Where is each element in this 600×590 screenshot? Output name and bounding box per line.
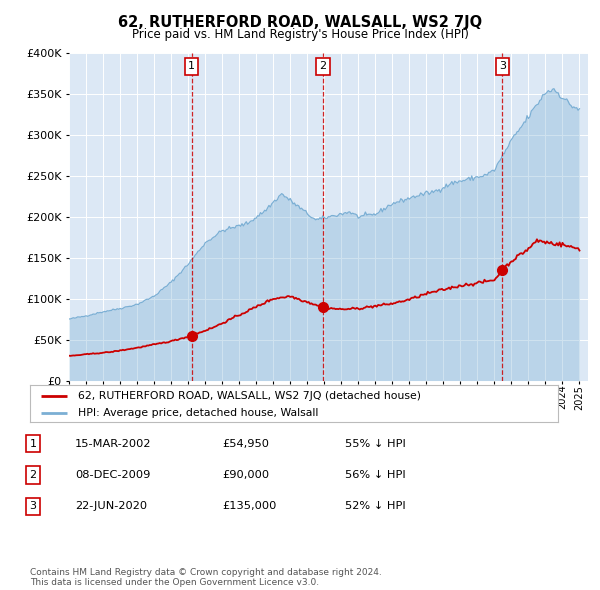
Text: 2: 2 [319,61,326,71]
Text: 2: 2 [29,470,37,480]
Text: 08-DEC-2009: 08-DEC-2009 [75,470,151,480]
Text: 55% ↓ HPI: 55% ↓ HPI [345,439,406,448]
Text: 3: 3 [499,61,506,71]
Text: 52% ↓ HPI: 52% ↓ HPI [345,502,406,511]
Text: Contains HM Land Registry data © Crown copyright and database right 2024.
This d: Contains HM Land Registry data © Crown c… [30,568,382,587]
Text: HPI: Average price, detached house, Walsall: HPI: Average price, detached house, Wals… [77,408,318,418]
Text: 56% ↓ HPI: 56% ↓ HPI [345,470,406,480]
Text: £54,950: £54,950 [222,439,269,448]
Text: 62, RUTHERFORD ROAD, WALSALL, WS2 7JQ (detached house): 62, RUTHERFORD ROAD, WALSALL, WS2 7JQ (d… [77,391,421,401]
Text: £90,000: £90,000 [222,470,269,480]
Text: 3: 3 [29,502,37,511]
Text: £135,000: £135,000 [222,502,277,511]
Text: 15-MAR-2002: 15-MAR-2002 [75,439,151,448]
Text: Price paid vs. HM Land Registry's House Price Index (HPI): Price paid vs. HM Land Registry's House … [131,28,469,41]
Text: 62, RUTHERFORD ROAD, WALSALL, WS2 7JQ: 62, RUTHERFORD ROAD, WALSALL, WS2 7JQ [118,15,482,30]
Text: 1: 1 [29,439,37,448]
Text: 22-JUN-2020: 22-JUN-2020 [75,502,147,511]
Text: 1: 1 [188,61,195,71]
